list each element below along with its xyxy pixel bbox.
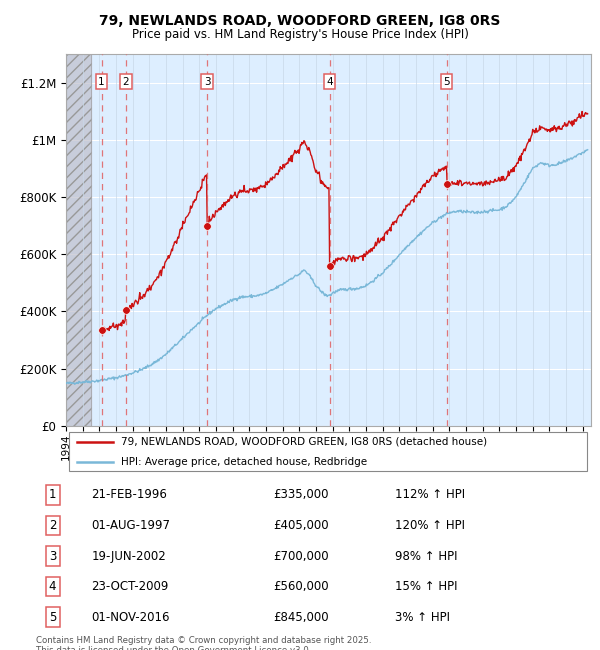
Text: 4: 4 bbox=[49, 580, 56, 593]
Text: 2: 2 bbox=[49, 519, 56, 532]
Text: 79, NEWLANDS ROAD, WOODFORD GREEN, IG8 0RS (detached house): 79, NEWLANDS ROAD, WOODFORD GREEN, IG8 0… bbox=[121, 437, 487, 447]
Text: 15% ↑ HPI: 15% ↑ HPI bbox=[395, 580, 457, 593]
Text: 4: 4 bbox=[326, 77, 333, 87]
Text: 5: 5 bbox=[443, 77, 450, 87]
Text: £405,000: £405,000 bbox=[274, 519, 329, 532]
Text: 01-NOV-2016: 01-NOV-2016 bbox=[91, 611, 170, 624]
Text: 98% ↑ HPI: 98% ↑ HPI bbox=[395, 549, 457, 562]
Text: 112% ↑ HPI: 112% ↑ HPI bbox=[395, 489, 465, 502]
Text: 5: 5 bbox=[49, 611, 56, 624]
Text: £845,000: £845,000 bbox=[274, 611, 329, 624]
Text: Contains HM Land Registry data © Crown copyright and database right 2025.
This d: Contains HM Land Registry data © Crown c… bbox=[36, 636, 371, 650]
Text: 3: 3 bbox=[203, 77, 211, 87]
Text: 21-FEB-1996: 21-FEB-1996 bbox=[91, 489, 167, 502]
Text: 120% ↑ HPI: 120% ↑ HPI bbox=[395, 519, 465, 532]
Bar bbox=[66, 54, 91, 426]
Bar bbox=[66, 54, 91, 426]
Text: 79, NEWLANDS ROAD, WOODFORD GREEN, IG8 0RS: 79, NEWLANDS ROAD, WOODFORD GREEN, IG8 0… bbox=[100, 14, 500, 29]
Text: £335,000: £335,000 bbox=[274, 489, 329, 502]
Text: Price paid vs. HM Land Registry's House Price Index (HPI): Price paid vs. HM Land Registry's House … bbox=[131, 28, 469, 41]
Text: 3: 3 bbox=[49, 549, 56, 562]
Text: 1: 1 bbox=[49, 489, 56, 502]
Text: £700,000: £700,000 bbox=[274, 549, 329, 562]
Text: 2: 2 bbox=[122, 77, 129, 87]
Text: 3% ↑ HPI: 3% ↑ HPI bbox=[395, 611, 450, 624]
Text: 1: 1 bbox=[98, 77, 105, 87]
Text: 19-JUN-2002: 19-JUN-2002 bbox=[91, 549, 166, 562]
Text: 23-OCT-2009: 23-OCT-2009 bbox=[91, 580, 169, 593]
Text: HPI: Average price, detached house, Redbridge: HPI: Average price, detached house, Redb… bbox=[121, 456, 367, 467]
Text: 01-AUG-1997: 01-AUG-1997 bbox=[91, 519, 170, 532]
Text: £560,000: £560,000 bbox=[274, 580, 329, 593]
FancyBboxPatch shape bbox=[68, 432, 587, 471]
